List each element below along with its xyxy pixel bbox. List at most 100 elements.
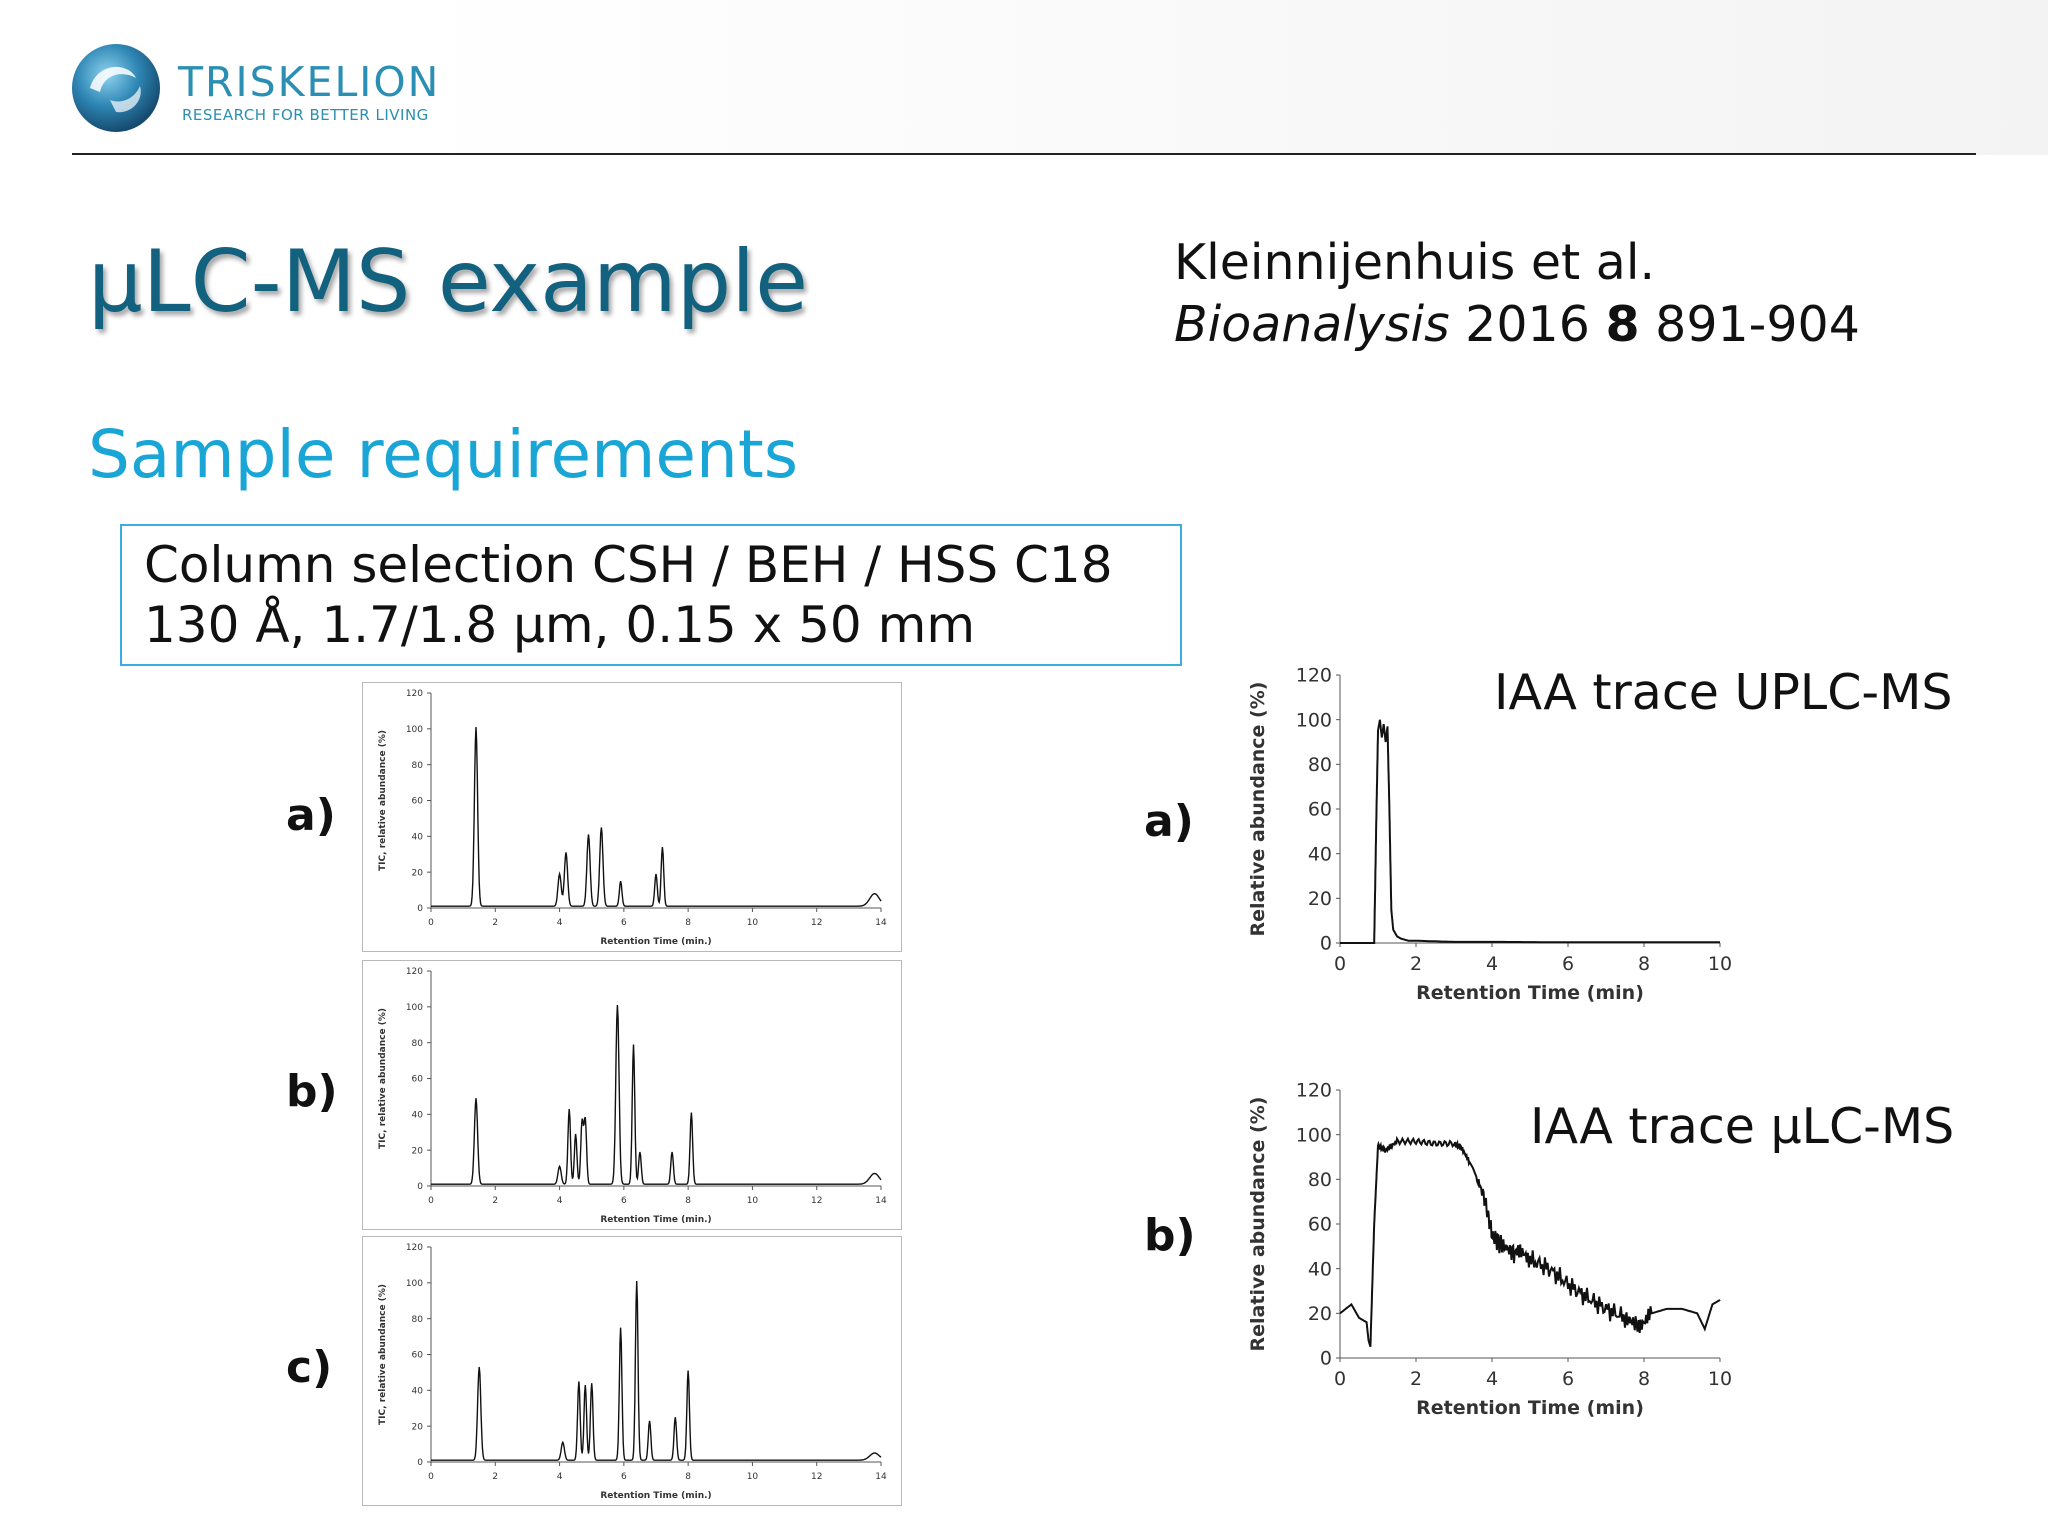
x-axis-label: Retention Time (min.) bbox=[600, 1491, 711, 1501]
spec-line-1: Column selection CSH / BEH / HSS C18 bbox=[144, 536, 1113, 594]
x-tick-label: 6 bbox=[621, 1472, 627, 1482]
trace-line bbox=[431, 1280, 882, 1461]
x-tick-label: 10 bbox=[747, 918, 759, 928]
citation: Kleinnijenhuis et al. Bioanalysis 2016 8… bbox=[1174, 232, 1860, 356]
x-tick-label: 2 bbox=[492, 1472, 498, 1482]
y-tick-label: 80 bbox=[1308, 754, 1332, 776]
x-tick-label: 0 bbox=[1334, 1368, 1346, 1390]
brand-tagline: RESEARCH FOR BETTER LIVING bbox=[182, 106, 429, 124]
header-divider bbox=[72, 153, 1976, 155]
y-tick-label: 0 bbox=[417, 1458, 423, 1468]
x-tick-label: 10 bbox=[1708, 953, 1732, 975]
y-tick-label: 60 bbox=[412, 797, 424, 807]
y-tick-label: 120 bbox=[406, 689, 423, 699]
chromatogram-a-plot: 0 20 40 60 80 100 120 0 2 4 6 8 10 12 14 Retention Time… bbox=[378, 689, 887, 947]
brand-name: TRISKELION bbox=[178, 58, 441, 106]
x-tick-label: 0 bbox=[428, 918, 434, 928]
iaa-trace-uplc-label: IAA trace UPLC-MS bbox=[1494, 664, 1953, 721]
x-tick-label: 14 bbox=[875, 918, 887, 928]
iaa-trace-uplc-chart: 0 20 40 60 80 100 120 0 2 4 6 8 10 Retention Time (mi… bbox=[1240, 655, 1800, 1035]
y-tick-label: 80 bbox=[412, 1315, 424, 1325]
y-tick-label: 20 bbox=[412, 868, 424, 878]
spec-line-2: 130 Å, 1.7/1.8 μm, 0.15 x 50 mm bbox=[144, 596, 976, 654]
y-tick-label: 120 bbox=[1296, 1080, 1332, 1102]
x-axis-label: Retention Time (min.) bbox=[600, 937, 711, 947]
x-tick-label: 2 bbox=[1410, 1368, 1422, 1390]
y-tick-label: 60 bbox=[412, 1075, 424, 1085]
x-tick-label: 8 bbox=[1638, 1368, 1650, 1390]
y-tick-label: 120 bbox=[406, 967, 423, 977]
y-tick-label: 100 bbox=[406, 1279, 423, 1289]
chromatogram-b: 0 20 40 60 80 100 120 0 2 4 6 8 10 12 14 Retention Time… bbox=[362, 960, 902, 1230]
y-tick-label: 80 bbox=[412, 1039, 424, 1049]
panel-label-c-left: c) bbox=[286, 1342, 333, 1393]
x-tick-label: 4 bbox=[557, 918, 563, 928]
x-tick-label: 2 bbox=[492, 1196, 498, 1206]
x-tick-label: 0 bbox=[1334, 953, 1346, 975]
iaa-trace-ulc-chart: 0 20 40 60 80 100 120 0 2 4 6 8 10 Retention Time (mi… bbox=[1240, 1070, 1800, 1450]
y-tick-label: 100 bbox=[1296, 1124, 1332, 1146]
y-tick-label: 20 bbox=[412, 1422, 424, 1432]
x-tick-label: 4 bbox=[1486, 953, 1498, 975]
x-tick-label: 6 bbox=[621, 1196, 627, 1206]
iaa-trace-ulc-label: IAA trace μLC-MS bbox=[1530, 1098, 1955, 1155]
x-axis-label: Retention Time (min) bbox=[1416, 1397, 1644, 1419]
panel-label-a-left: a) bbox=[286, 790, 336, 841]
y-axis-label: TIC, relative abundance (%) bbox=[378, 1008, 388, 1149]
x-tick-label: 6 bbox=[621, 918, 627, 928]
x-tick-label: 10 bbox=[1708, 1368, 1732, 1390]
y-axis-label: Relative abundance (%) bbox=[1247, 682, 1269, 937]
chromatogram-b-plot: 0 20 40 60 80 100 120 0 2 4 6 8 10 12 14 Retention Time… bbox=[378, 967, 887, 1225]
trace-line bbox=[431, 1004, 882, 1185]
y-tick-label: 20 bbox=[1308, 888, 1332, 910]
y-tick-label: 100 bbox=[406, 725, 423, 735]
x-axis-label: Retention Time (min) bbox=[1416, 982, 1644, 1004]
x-tick-label: 10 bbox=[747, 1196, 759, 1206]
y-tick-label: 80 bbox=[412, 761, 424, 771]
x-tick-label: 6 bbox=[1562, 953, 1574, 975]
panel-label-a-right: a) bbox=[1144, 796, 1194, 847]
chromatogram-c: 0 20 40 60 80 100 120 0 2 4 6 8 10 12 14 Retention Time… bbox=[362, 1236, 902, 1506]
column-spec-box: Column selection CSH / BEH / HSS C18 130… bbox=[120, 524, 1182, 666]
chromatogram-c-plot: 0 20 40 60 80 100 120 0 2 4 6 8 10 12 14 Retention Time… bbox=[378, 1243, 887, 1501]
citation-journal: Bioanalysis bbox=[1174, 296, 1450, 353]
citation-authors: Kleinnijenhuis et al. bbox=[1174, 234, 1656, 291]
header-band bbox=[0, 0, 2048, 155]
x-axis-label: Retention Time (min.) bbox=[600, 1215, 711, 1225]
x-tick-label: 6 bbox=[1562, 1368, 1574, 1390]
panel-label-b-left: b) bbox=[286, 1066, 338, 1117]
y-tick-label: 40 bbox=[412, 832, 424, 842]
y-tick-label: 60 bbox=[412, 1351, 424, 1361]
y-tick-label: 40 bbox=[1308, 843, 1332, 865]
chromatogram-a: 0 20 40 60 80 100 120 0 2 4 6 8 10 12 14 Retention Time… bbox=[362, 682, 902, 952]
x-tick-label: 8 bbox=[685, 1196, 691, 1206]
y-tick-label: 120 bbox=[1296, 665, 1332, 687]
section-subtitle: Sample requirements bbox=[88, 416, 799, 493]
y-tick-label: 120 bbox=[406, 1243, 423, 1253]
y-tick-label: 40 bbox=[1308, 1258, 1332, 1280]
y-tick-label: 60 bbox=[1308, 1214, 1332, 1236]
x-tick-label: 8 bbox=[685, 918, 691, 928]
panel-label-b-right: b) bbox=[1144, 1210, 1196, 1261]
x-tick-label: 4 bbox=[1486, 1368, 1498, 1390]
y-tick-label: 100 bbox=[406, 1003, 423, 1013]
trace-line bbox=[431, 726, 882, 907]
x-tick-label: 0 bbox=[428, 1472, 434, 1482]
y-tick-label: 40 bbox=[412, 1110, 424, 1120]
y-tick-label: 40 bbox=[412, 1386, 424, 1396]
x-tick-label: 4 bbox=[557, 1196, 563, 1206]
y-tick-label: 80 bbox=[1308, 1169, 1332, 1191]
x-tick-label: 8 bbox=[685, 1472, 691, 1482]
y-axis-label: Relative abundance (%) bbox=[1247, 1097, 1269, 1352]
y-tick-label: 0 bbox=[1320, 933, 1332, 955]
citation-pages: 891-904 bbox=[1639, 296, 1860, 353]
y-tick-label: 0 bbox=[417, 904, 423, 914]
y-tick-label: 60 bbox=[1308, 799, 1332, 821]
x-tick-label: 14 bbox=[875, 1472, 887, 1482]
citation-volume: 8 bbox=[1605, 296, 1640, 353]
trace-line bbox=[1340, 719, 1720, 944]
x-tick-label: 0 bbox=[428, 1196, 434, 1206]
iaa-trace-uplc-plot: 0 20 40 60 80 100 120 0 2 4 6 8 10 Retention Time (mi… bbox=[1247, 665, 1732, 1004]
brand-logo: TRISKELION RESEARCH FOR BETTER LIVING bbox=[70, 42, 470, 142]
x-tick-label: 4 bbox=[557, 1472, 563, 1482]
